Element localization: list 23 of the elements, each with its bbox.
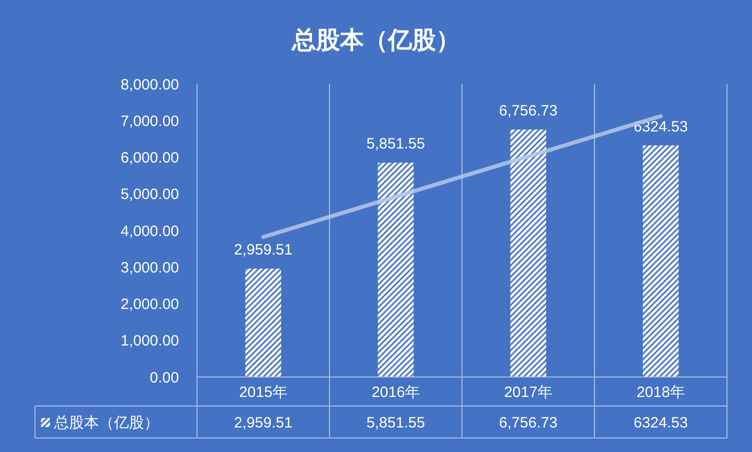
data-label: 6,756.73 (499, 414, 558, 432)
x-tick-label: 2018年 (636, 384, 685, 401)
text: 2,959.51 (234, 242, 292, 259)
data-label: 6324.53 (634, 414, 688, 432)
y-tick-label: 5,000.00 (120, 186, 179, 204)
y-tick-label: 4,000.00 (120, 222, 179, 240)
y-tick-label: 7,000.00 (120, 112, 179, 130)
text: 6,756.73 (499, 102, 558, 120)
legend-label: 总股本（亿股） (53, 414, 159, 432)
text: 6324.53 (634, 118, 688, 136)
y-tick-label: 0.00 (150, 369, 179, 386)
y-tick-label: 8,000.00 (120, 76, 179, 94)
data-label: 5,851.55 (366, 414, 425, 432)
x-tick-label: 2015年 (239, 384, 288, 401)
y-tick-label: 2,000.00 (120, 296, 179, 313)
x-tick-label: 2016年 (372, 384, 420, 401)
y-tick-label: 6,000.00 (120, 150, 179, 166)
chart-title: 总股本（亿股） (291, 27, 460, 54)
x-tick-label: 2017年 (504, 384, 552, 401)
data-label: 2,959.51 (234, 414, 292, 432)
y-tick-label: 3,000.00 (120, 259, 179, 276)
y-tick-label: 1,000.00 (120, 332, 179, 350)
text: 5,851.55 (366, 136, 425, 153)
